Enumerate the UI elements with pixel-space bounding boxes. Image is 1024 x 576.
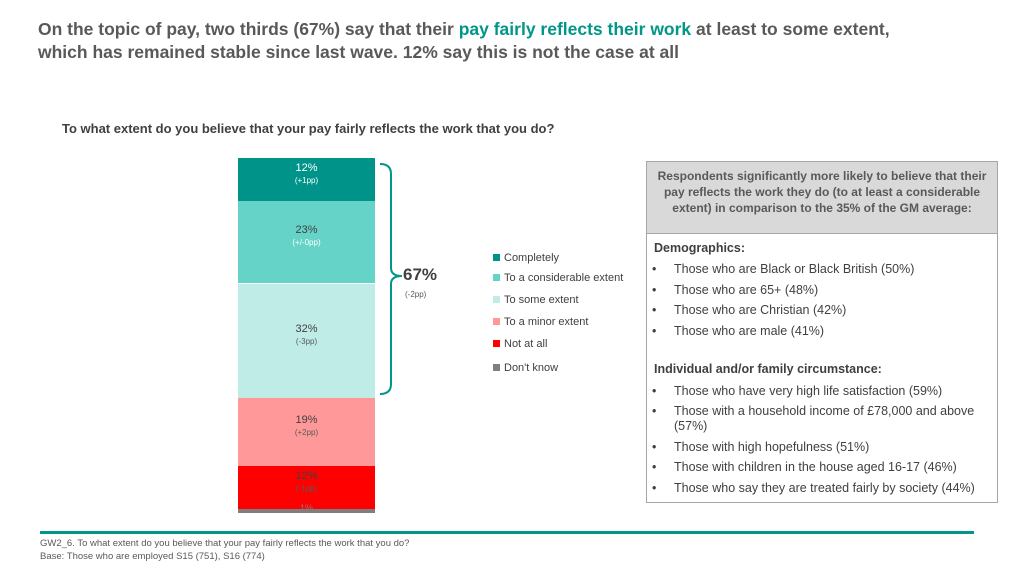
list-item: • Those who have very high life satisfact… — [652, 384, 943, 398]
bar-segment-not-at-all — [238, 466, 375, 510]
legend-item-completely: Completely — [493, 252, 559, 264]
legend-swatch — [493, 340, 500, 347]
list-item: • Those with a household income of £78,00… — [652, 404, 975, 433]
page-title: On the topic of pay, two thirds (67%) sa… — [38, 18, 998, 64]
demographics-title: Demographics: — [654, 241, 745, 255]
chart-question: To what extent do you believe that your … — [62, 121, 555, 136]
circumstance-title: Individual and/or family circumstance: — [654, 362, 882, 376]
bar-change-some: (-3pp) — [295, 336, 318, 346]
list-item: • Those with children in the house aged 1… — [652, 460, 957, 474]
bar-label-some: 32% — [295, 322, 318, 335]
net-change: (-2pp) — [405, 290, 427, 299]
legend-label: Completely — [504, 252, 560, 264]
title-line2: which has remained stable since last wav… — [38, 42, 679, 62]
legend-swatch — [493, 318, 500, 325]
legend-item-dont-know: Don't know — [493, 362, 558, 374]
bar-label-completely: 12% — [295, 161, 318, 174]
bar-segment-considerable — [238, 201, 375, 284]
legend-item-some: To some extent — [493, 294, 579, 306]
insight-panel: Respondents significantly more likely to… — [646, 161, 998, 503]
bar-change-completely: (+1pp) — [294, 175, 319, 185]
bar-change-considerable: (+/-0pp) — [292, 238, 321, 248]
panel-header: Respondents significantly more likely to… — [647, 162, 997, 234]
legend-swatch — [493, 274, 500, 281]
list-item: • Those with high hopefulness (51%) — [652, 440, 870, 454]
bracket-path — [379, 163, 403, 395]
net-value: 67% — [403, 265, 438, 284]
bar-label-not-at-all: 12% — [295, 469, 318, 482]
list-item: • Those who are male (41%) — [652, 324, 825, 338]
bar-label-dont-know: 1% — [299, 503, 313, 514]
legend-label: Don't know — [504, 362, 559, 374]
bar-change-not-at-all: (-1pp) — [295, 483, 318, 493]
legend-label: Not at all — [504, 338, 548, 350]
list-item: • Those who say they are treated fairly b… — [652, 481, 975, 495]
legend-label: To a minor extent — [504, 316, 589, 328]
bar-change-minor: (+2pp) — [294, 428, 319, 438]
legend-label: To a considerable extent — [504, 272, 624, 284]
footnote-question: GW2_6. To what extent do you believe tha… — [40, 538, 410, 549]
bar-segment-dont-know — [238, 509, 375, 513]
legend-swatch — [493, 296, 500, 303]
title-part2: at least to some extent, — [691, 19, 890, 39]
bar-segment-some — [238, 283, 375, 399]
footer-divider — [40, 531, 974, 534]
title-highlight: pay fairly reflects their work — [458, 19, 692, 39]
legend-label: To some extent — [504, 294, 579, 306]
legend-item-minor: To a minor extent — [493, 316, 588, 328]
list-item: • Those who are Christian (42%) — [652, 303, 847, 317]
legend-swatch — [493, 254, 500, 261]
bar-segment-minor — [238, 398, 375, 467]
title-part1: On the topic of pay, two thirds (67%) sa… — [38, 19, 459, 39]
list-item: • Those who are 65+ (48%) — [652, 283, 819, 297]
bar-label-considerable: 23% — [295, 224, 318, 237]
footnote-base: Base: Those who are employed S15 (751), … — [40, 551, 265, 562]
net-bracket — [379, 163, 403, 395]
bar-segment-completely — [238, 158, 375, 202]
bar-label-minor: 19% — [295, 414, 318, 427]
legend-item-considerable: To a considerable extent — [493, 272, 623, 284]
legend-item-not-at-all: Not at all — [493, 338, 547, 350]
list-item: • Those who are Black or Black British (5… — [652, 262, 915, 276]
legend-swatch — [493, 364, 500, 371]
